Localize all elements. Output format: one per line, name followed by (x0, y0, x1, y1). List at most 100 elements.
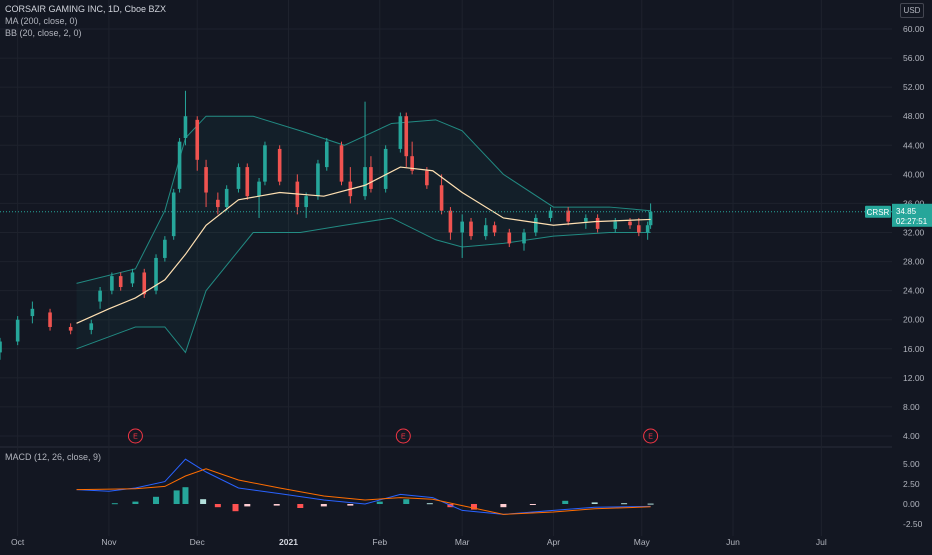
earnings-marker[interactable]: E (127, 428, 143, 444)
earnings-label: E (401, 434, 406, 441)
candle-body (324, 141, 329, 168)
candle-body (648, 211, 653, 226)
grid-layer (0, 0, 892, 536)
macd-line (76, 458, 651, 515)
symbol-tag (865, 205, 891, 218)
candle (263, 141, 267, 186)
macd-histogram-bar (182, 487, 189, 504)
candle-body (383, 148, 388, 189)
macd-histogram-bar (376, 501, 383, 504)
candle-body (469, 221, 473, 237)
candle-body (425, 170, 429, 186)
candle (369, 156, 373, 193)
macd-indicator-label[interactable]: MACD (12, 26, close, 9) (5, 452, 102, 462)
price-tick-label: 56.00 (903, 53, 925, 63)
macd-histogram-bar (153, 496, 160, 504)
macd-histogram-bar (500, 504, 507, 508)
price-tag-value: 34.85 (896, 207, 917, 216)
date-tick-label: Mar (455, 537, 470, 547)
price-tick-label: 48.00 (903, 111, 925, 121)
candle-body (163, 239, 167, 258)
price-tag-countdown: 02:27:51 (896, 217, 928, 226)
price-tag (892, 203, 932, 227)
macd-histogram-bar (200, 499, 207, 504)
candle (277, 145, 282, 186)
macd-histogram-bar (232, 504, 239, 512)
candle-body (110, 276, 114, 291)
candle (154, 254, 158, 295)
candle-body (595, 217, 600, 229)
candle-body (398, 116, 403, 149)
date-axis: Oct Nov Dec 2021 Feb Mar Apr May Jun Jul (11, 537, 827, 547)
date-tick-label: Apr (547, 537, 560, 547)
bb-indicator-label[interactable]: BB (20, close, 2, 0) (5, 28, 82, 38)
candle (68, 323, 73, 335)
candle-body (645, 225, 650, 233)
candle (171, 188, 176, 240)
candle-body (118, 276, 123, 288)
moving-average (76, 166, 651, 324)
earnings-marker[interactable]: E (395, 428, 411, 444)
candle (460, 214, 464, 258)
candle-body (492, 225, 497, 233)
candle-body (0, 341, 2, 353)
date-tick-label: Jun (726, 537, 740, 547)
ma-indicator-label[interactable]: MA (200, close, 0) (5, 16, 78, 26)
macd-histogram-bar (347, 504, 354, 506)
candle (483, 217, 488, 240)
bb-fill (76, 116, 651, 353)
macd-histogram-bar (403, 499, 410, 504)
candle (236, 163, 241, 193)
chart-title: CORSAIR GAMING INC, 1D, Cboe BZX (5, 4, 167, 14)
candle-body (15, 319, 20, 342)
candle (130, 268, 135, 288)
price-tick-label: 40.00 (903, 169, 925, 179)
macd-histogram-bar (273, 504, 280, 506)
candle-body (369, 167, 373, 189)
candle (566, 207, 570, 226)
macd-histogram-bar (621, 503, 628, 505)
currency-badge[interactable]: USD (900, 3, 924, 18)
candle-body (130, 272, 135, 284)
candle (304, 192, 308, 218)
earnings-marker[interactable]: E (643, 428, 659, 444)
candle (48, 308, 52, 331)
candle (404, 112, 409, 168)
earnings-circle (127, 428, 143, 444)
candle-body (316, 163, 320, 197)
candle-body (410, 156, 414, 171)
candle (316, 159, 320, 200)
candle (492, 221, 497, 237)
macd-histogram-bar (647, 503, 654, 505)
candle (195, 116, 200, 171)
candle (204, 159, 208, 208)
signal-line (76, 468, 651, 515)
candle-body (204, 167, 208, 193)
date-tick-label: May (634, 537, 651, 547)
candle (522, 228, 526, 251)
candle (637, 217, 641, 237)
macd-tick-label: 2.50 (903, 479, 920, 489)
candle-body (263, 145, 267, 182)
candle (425, 167, 429, 189)
date-tick-label: Dec (190, 537, 206, 547)
price-tick-label: 8.00 (903, 402, 920, 412)
candle (216, 192, 220, 215)
macd-pane: 5.00 2.50 0.00 -2.50 (76, 458, 923, 529)
candle (645, 221, 650, 240)
candle (183, 90, 188, 146)
macd-histogram-bar (529, 504, 536, 505)
candle-body (154, 257, 158, 291)
candle-body (533, 217, 538, 233)
candle-body (439, 185, 444, 211)
candle-body (30, 308, 35, 317)
candle-body (628, 221, 632, 226)
macd-histogram-bar (214, 504, 221, 508)
candle-body (339, 145, 344, 182)
candle-body (363, 167, 367, 197)
bb-lower-line (76, 217, 651, 354)
candle-body (584, 217, 588, 222)
